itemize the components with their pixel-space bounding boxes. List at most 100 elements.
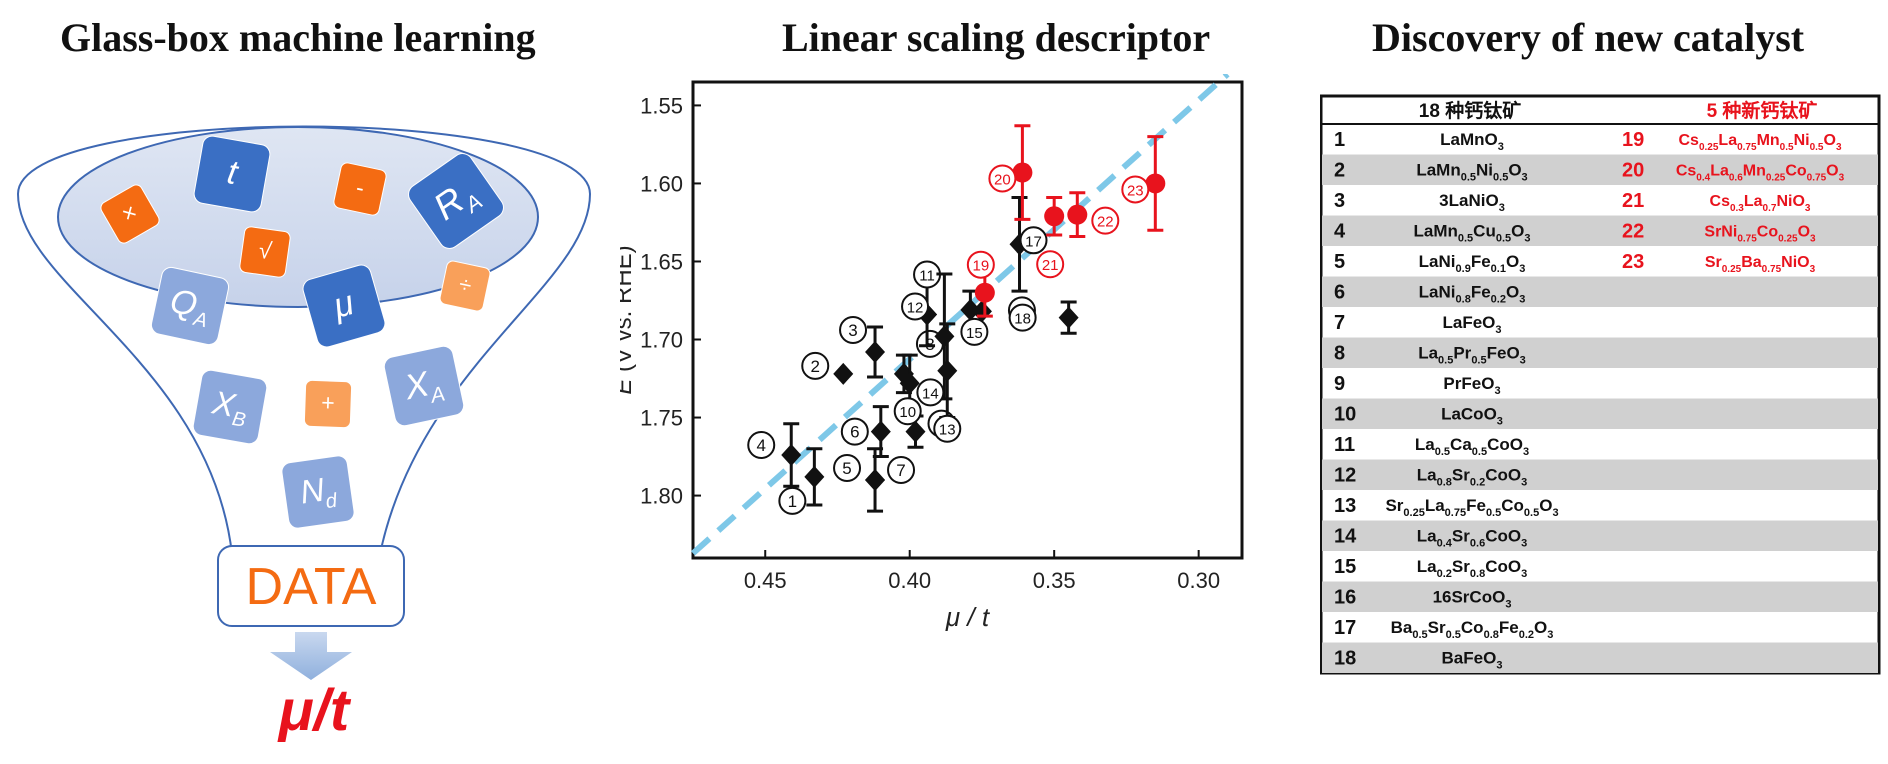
table-frame (1320, 94, 1881, 675)
svg-text:La0.4Sr0.6CoO3: La0.4Sr0.6CoO3 (1417, 527, 1527, 550)
data-point-18 (1058, 300, 1079, 335)
svg-text:15: 15 (1334, 556, 1356, 578)
data-point-22 (1067, 191, 1088, 239)
point-label-2: 2 (801, 351, 830, 380)
svg-text:Ba0.5Sr0.5Co0.8Fe0.2O3: Ba0.5Sr0.5Co0.8Fe0.2O3 (1391, 618, 1554, 641)
svg-text:√: √ (257, 237, 273, 265)
table-row: 16 16SrCoO3 (1322, 581, 1878, 612)
table-row: 9 PrFeO3 (1334, 373, 1501, 397)
point-label-7: 7 (887, 455, 916, 484)
point-label-22: 22 (1091, 206, 1120, 235)
table-row: 4 LaMn0.5Cu0.5O3 22 SrNi0.75Co0.25O3 (1322, 215, 1878, 246)
svg-text:6: 6 (1334, 282, 1345, 304)
plus-icon: + (303, 379, 353, 429)
point-label-15: 15 (960, 317, 989, 346)
svg-text:PrFeO3: PrFeO3 (1443, 374, 1500, 397)
minus-icon: - (333, 162, 387, 216)
point-label-23: 23 (1121, 175, 1150, 204)
data-point-4 (781, 422, 802, 488)
svg-text:12: 12 (1334, 465, 1356, 487)
point-label-13: 13 (933, 414, 962, 443)
svg-text:La0.2Sr0.8CoO3: La0.2Sr0.8CoO3 (1417, 557, 1527, 580)
svg-text:LaFeO3: LaFeO3 (1442, 313, 1501, 336)
point-label-10: 10 (893, 397, 922, 426)
fit-line (690, 74, 1230, 556)
svg-text:13: 13 (939, 422, 956, 439)
svg-text:17: 17 (1025, 233, 1042, 250)
svg-text:1: 1 (1334, 129, 1345, 151)
svg-text:21: 21 (1042, 257, 1059, 274)
y-tick-label: 1.70 (640, 328, 683, 353)
svg-text:3: 3 (848, 321, 857, 340)
svg-text:16: 16 (1334, 587, 1356, 609)
y-axis-label: E (V vs. RHE) (620, 245, 637, 394)
table-row: 2 LaMn0.5Ni0.5O3 20 Cs0.4La0.6Mn0.25Co0.75O… (1322, 154, 1878, 185)
table-row: 10 LaCoO3 (1322, 398, 1878, 429)
svg-text:Cs0.25La0.75Mn0.5Ni0.5O3: Cs0.25La0.75Mn0.5Ni0.5O3 (1679, 132, 1842, 153)
point-label-17: 17 (1019, 226, 1048, 255)
svg-text:8: 8 (1334, 343, 1345, 365)
x-tick-label: 0.40 (888, 568, 931, 593)
svg-text:12: 12 (907, 300, 924, 317)
point-label-4: 4 (747, 430, 776, 459)
point-label-1: 1 (778, 486, 807, 515)
svg-text:22: 22 (1622, 221, 1644, 243)
point-label-11: 11 (913, 260, 942, 289)
table-row: 18 BaFeO3 (1322, 642, 1878, 673)
svg-text:BaFeO3: BaFeO3 (1442, 649, 1503, 672)
table-row: 5 LaNi0.9Fe0.1O3 23 Sr0.25Ba0.75NiO3 (1334, 251, 1816, 275)
output-label: μ/t (277, 678, 352, 743)
point-label-14: 14 (916, 378, 945, 407)
nd-tile: Nd (281, 455, 355, 529)
y-tick-label: 1.80 (640, 484, 683, 509)
title-discovery: Discovery of new catalyst (1372, 15, 1805, 60)
perovskite-table: 18 种钙钛矿 5 种新钙钛矿 1 LaMnO3 19 Cs0.25La0.75Mn0.5… (1320, 94, 1881, 675)
y-tick-label: 1.75 (640, 406, 683, 431)
svg-text:2: 2 (811, 357, 820, 376)
svg-text:La0.8Sr0.2CoO3: La0.8Sr0.2CoO3 (1417, 466, 1527, 489)
svg-text:19: 19 (1622, 129, 1644, 151)
table-header-right: 5 种新钙钛矿 (1707, 99, 1818, 122)
svg-text:11: 11 (1334, 434, 1355, 456)
svg-text:17: 17 (1334, 617, 1356, 639)
point-label-20: 20 (988, 164, 1017, 193)
table-row: 14 La0.4Sr0.6CoO3 (1322, 520, 1878, 551)
svg-text:LaNi0.8Fe0.2O3: LaNi0.8Fe0.2O3 (1419, 283, 1526, 306)
title-glass-box: Glass-box machine learning (60, 15, 536, 60)
svg-text:LaMn0.5Ni0.5O3: LaMn0.5Ni0.5O3 (1416, 161, 1527, 184)
divide-icon: ÷ (439, 260, 491, 312)
table-row: 8 La0.5Pr0.5FeO3 (1322, 337, 1878, 368)
svg-text:7: 7 (896, 461, 905, 480)
svg-text:14: 14 (922, 385, 939, 402)
svg-text:+: + (321, 389, 335, 415)
svg-text:5: 5 (842, 459, 851, 478)
table-row: 12 La0.8Sr0.2CoO3 (1322, 459, 1878, 490)
data-point-20 (1012, 124, 1033, 221)
point-label-3: 3 (839, 315, 868, 344)
x-axis-label: μ / t (945, 602, 991, 632)
svg-text:10: 10 (1334, 404, 1356, 426)
mu-tile: μ (302, 264, 386, 348)
table-row: 15 La0.2Sr0.8CoO3 (1334, 556, 1527, 580)
y-tick-label: 1.60 (640, 171, 683, 196)
svg-text:18: 18 (1014, 311, 1031, 328)
svg-text:10: 10 (899, 404, 916, 421)
xb-tile: XB (192, 369, 268, 445)
data-point-21 (1044, 195, 1065, 237)
table-header-left: 18 种钙钛矿 (1419, 99, 1521, 122)
multiply-icon: × (100, 184, 160, 244)
svg-text:La0.5Ca0.5CoO3: La0.5Ca0.5CoO3 (1415, 435, 1529, 458)
data-point-2 (833, 362, 854, 385)
svg-text:LaNi0.9Fe0.1O3: LaNi0.9Fe0.1O3 (1419, 252, 1526, 275)
point-label-19: 19 (966, 250, 995, 279)
svg-text:18: 18 (1334, 648, 1356, 670)
xa-tile: XA (383, 345, 465, 427)
data-point-23 (1145, 135, 1166, 232)
svg-text:19: 19 (972, 258, 989, 275)
svg-text:÷: ÷ (457, 271, 474, 298)
svg-text:3: 3 (1334, 190, 1345, 212)
svg-text:20: 20 (994, 172, 1011, 189)
y-tick-label: 1.55 (640, 93, 683, 118)
y-tick-label: 1.65 (640, 249, 683, 274)
svg-text:3LaNiO3: 3LaNiO3 (1439, 191, 1505, 214)
